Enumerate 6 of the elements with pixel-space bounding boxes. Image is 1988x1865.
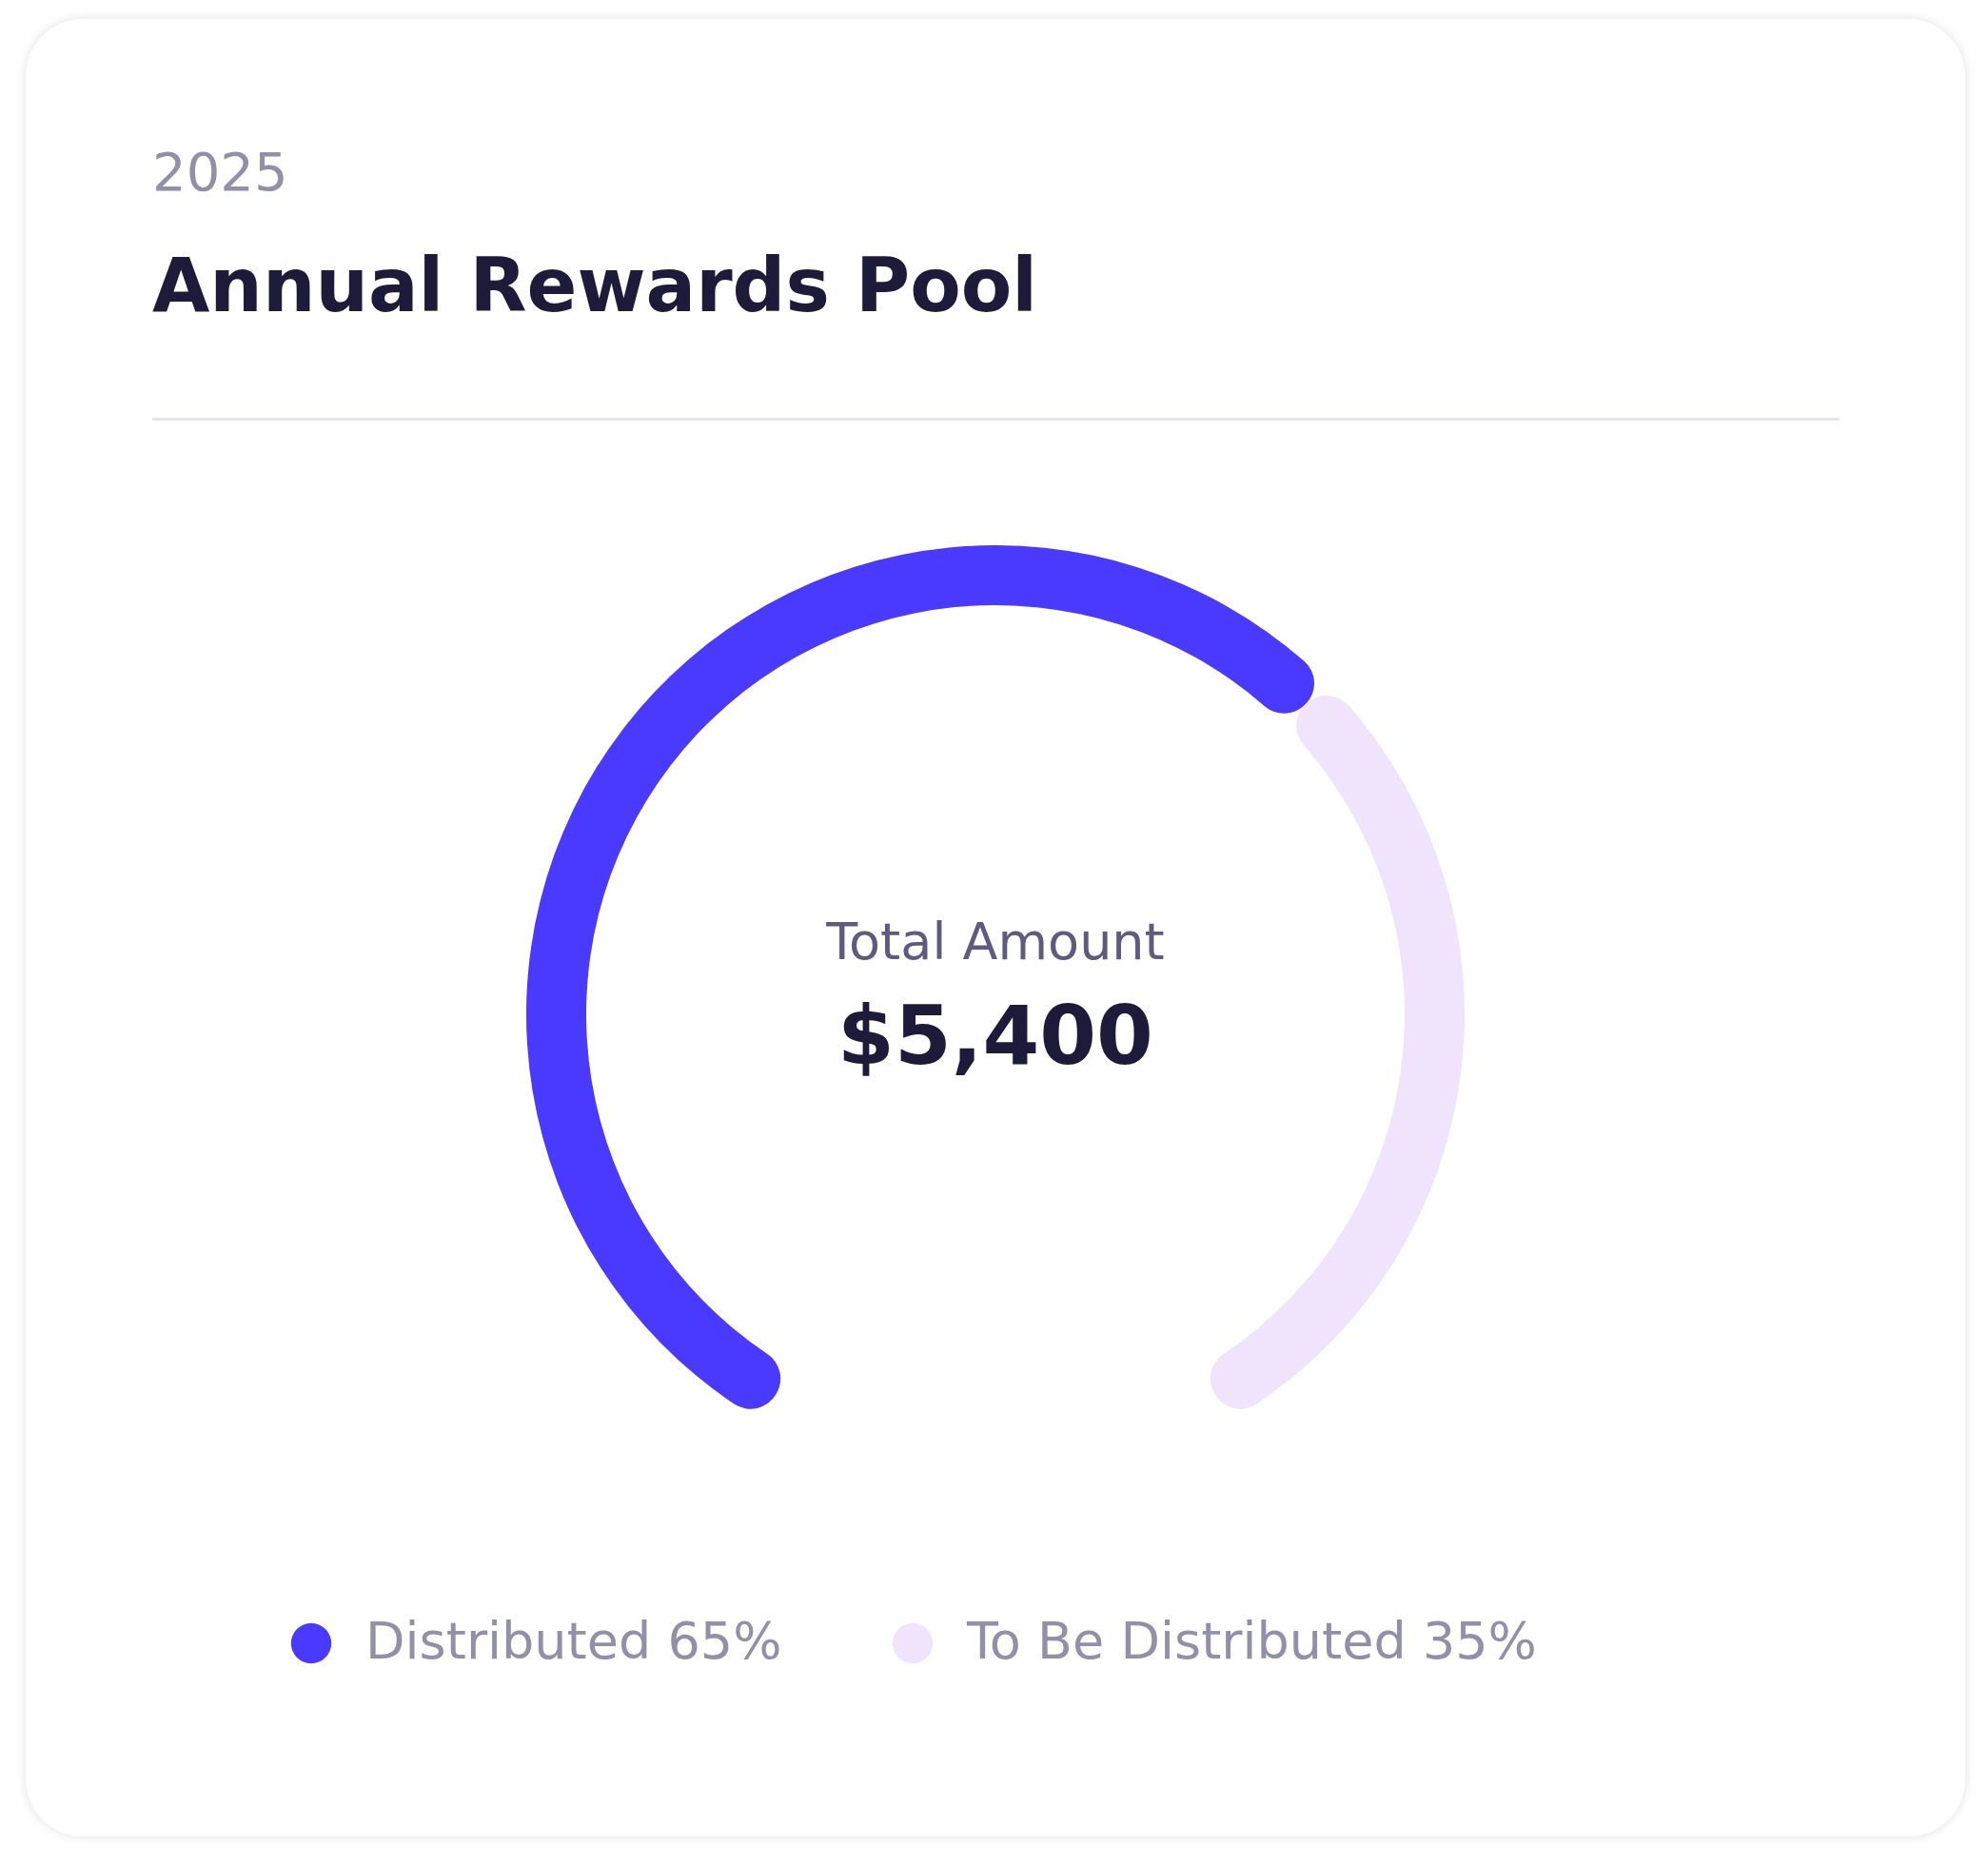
chart-subtitle: 2025: [152, 141, 288, 203]
legend-label: Distributed 65%: [365, 1611, 782, 1671]
chart-title: Annual Rewards Pool: [152, 243, 1038, 328]
legend-label: To Be Distributed 35%: [966, 1611, 1537, 1671]
text: Total Amount: [825, 912, 1165, 972]
text: $5,400: [837, 988, 1153, 1083]
